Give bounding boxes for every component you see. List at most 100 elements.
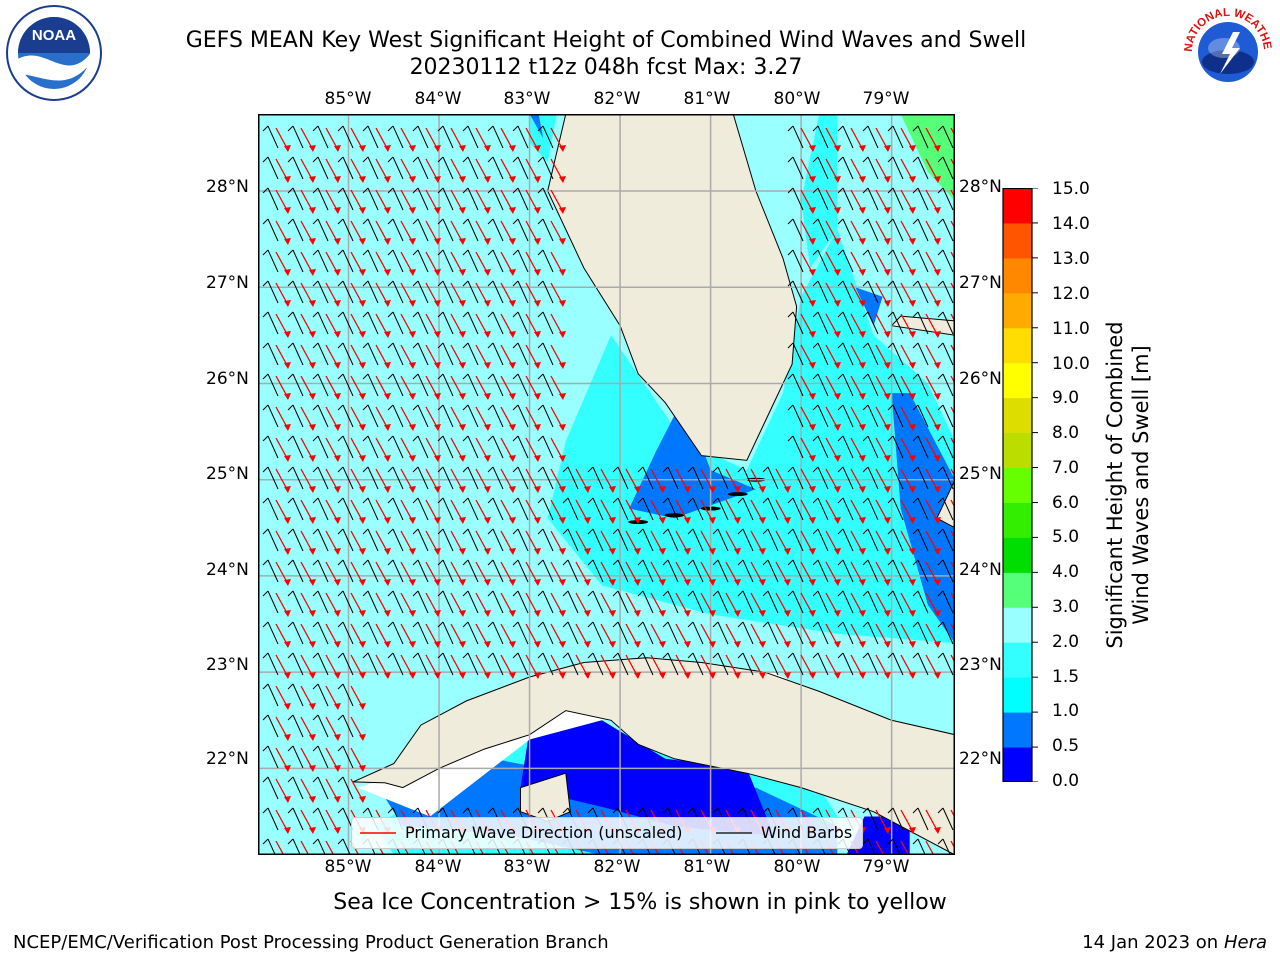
wave-direction-arrowhead <box>934 548 941 555</box>
wave-direction-arrowhead <box>359 300 366 307</box>
wind-barb-flag <box>262 187 269 194</box>
wave-direction-arrowhead <box>509 300 516 307</box>
wind-barb-flag <box>487 559 494 566</box>
wind-barb-flag <box>312 714 319 721</box>
wind-barb <box>842 528 854 552</box>
wave-direction-arrowhead <box>459 548 466 555</box>
wind-barb <box>342 745 354 769</box>
wave-direction-arrowhead <box>609 486 616 493</box>
wind-barb <box>717 497 729 521</box>
wind-barb-flag <box>387 342 394 349</box>
colorbar-tick: 8.0 <box>1052 423 1080 443</box>
wave-direction-arrowhead <box>384 610 391 617</box>
wind-barb-flag <box>887 497 894 504</box>
wind-barb-flag <box>612 652 619 659</box>
wave-direction-arrowhead <box>684 548 691 555</box>
wind-barb-flag <box>412 807 419 814</box>
wind-barb <box>867 621 879 645</box>
wind-barb <box>417 249 429 273</box>
wind-barb <box>317 621 329 645</box>
wind-barb-flag <box>287 218 294 225</box>
lat-tick-left: 25°N <box>206 464 249 484</box>
wind-barb-flag <box>787 373 794 380</box>
wind-barb <box>292 218 304 242</box>
wind-barb-flag <box>487 466 494 473</box>
wind-barb <box>417 218 429 242</box>
wind-barb <box>342 838 351 855</box>
wind-barb <box>442 497 454 521</box>
wind-barb-flag <box>537 528 544 535</box>
wind-barb-flag <box>837 373 844 380</box>
wind-barb <box>467 280 479 304</box>
wave-direction-arrowhead <box>934 424 941 431</box>
wind-barb <box>817 497 829 521</box>
wind-barb-flag <box>387 807 394 814</box>
wind-barb <box>742 497 754 521</box>
wave-direction-arrowhead <box>534 269 541 276</box>
wave-direction-arrowhead <box>309 207 316 214</box>
wave-direction-arrowhead <box>834 145 841 152</box>
wave-direction-arrowhead <box>884 455 891 462</box>
wind-barb-flag <box>912 838 919 845</box>
wind-barb-flag <box>387 218 394 225</box>
wave-direction-arrowhead <box>384 238 391 245</box>
wave-direction-arrowhead <box>534 300 541 307</box>
wave-direction-arrowhead <box>834 269 841 276</box>
wind-barb-flag <box>262 218 269 225</box>
wave-direction-arrowhead <box>734 517 741 524</box>
wave-direction-arrowhead <box>334 796 341 803</box>
wind-barb-flag <box>387 621 394 628</box>
wave-direction-arrowhead <box>309 827 316 834</box>
wave-direction-arrowhead <box>509 145 516 152</box>
wave-direction-arrowhead <box>309 424 316 431</box>
wave-direction-arrowhead <box>459 145 466 152</box>
wave-direction-arrowhead <box>409 517 416 524</box>
wind-barb <box>317 156 329 180</box>
wind-barb-flag <box>862 342 869 349</box>
wave-direction-arrowhead <box>834 238 841 245</box>
wave-direction-arrowhead <box>859 393 866 400</box>
wind-barb-flag <box>387 373 394 380</box>
colorbar-segment <box>1003 712 1032 748</box>
wind-barb-flag <box>537 807 544 814</box>
wave-direction-arrowhead <box>359 796 366 803</box>
colorbar-tick: 14.0 <box>1052 214 1090 234</box>
wind-barb-flag <box>737 559 744 566</box>
wind-barb-flag <box>487 528 494 535</box>
wave-direction-arrow <box>950 375 955 385</box>
wind-barb-flag <box>462 125 469 132</box>
wave-direction-arrowhead <box>934 207 941 214</box>
wind-barb-flag <box>887 125 894 132</box>
wave-direction-arrowhead <box>459 238 466 245</box>
wind-barb-flag <box>337 714 344 721</box>
wind-barb-flag <box>262 404 269 411</box>
wind-barb-flag <box>262 652 269 659</box>
wind-barb <box>517 218 529 242</box>
wind-barb-flag <box>412 621 419 628</box>
wind-barb-flag <box>337 280 344 287</box>
wind-barb-flag <box>737 652 744 659</box>
wave-direction-arrowhead <box>359 145 366 152</box>
wind-barb <box>892 652 904 676</box>
wind-barb-flag <box>912 466 919 473</box>
wave-direction-arrowhead <box>434 517 441 524</box>
wave-direction-arrowhead <box>434 672 441 679</box>
wind-barb-flag <box>362 807 369 814</box>
wave-direction-arrowhead <box>509 641 516 648</box>
wave-direction-arrow <box>950 623 955 633</box>
wind-barb <box>867 218 879 242</box>
wave-direction-arrowhead <box>634 672 641 679</box>
wind-barb <box>617 652 629 676</box>
wave-direction-arrowhead <box>809 300 816 307</box>
wind-barb <box>317 497 329 521</box>
wind-barb-flag <box>462 559 469 566</box>
lon-tick-top: 81°W <box>683 89 731 109</box>
wind-barb <box>467 187 479 211</box>
wave-direction-arrowhead <box>434 424 441 431</box>
wind-barb <box>842 559 854 583</box>
wind-barb-flag <box>387 435 394 442</box>
wave-direction-arrowhead <box>334 579 341 586</box>
wind-barb <box>342 776 354 800</box>
wave-direction-arrowhead <box>284 672 291 679</box>
wind-barb-flag <box>862 590 869 597</box>
